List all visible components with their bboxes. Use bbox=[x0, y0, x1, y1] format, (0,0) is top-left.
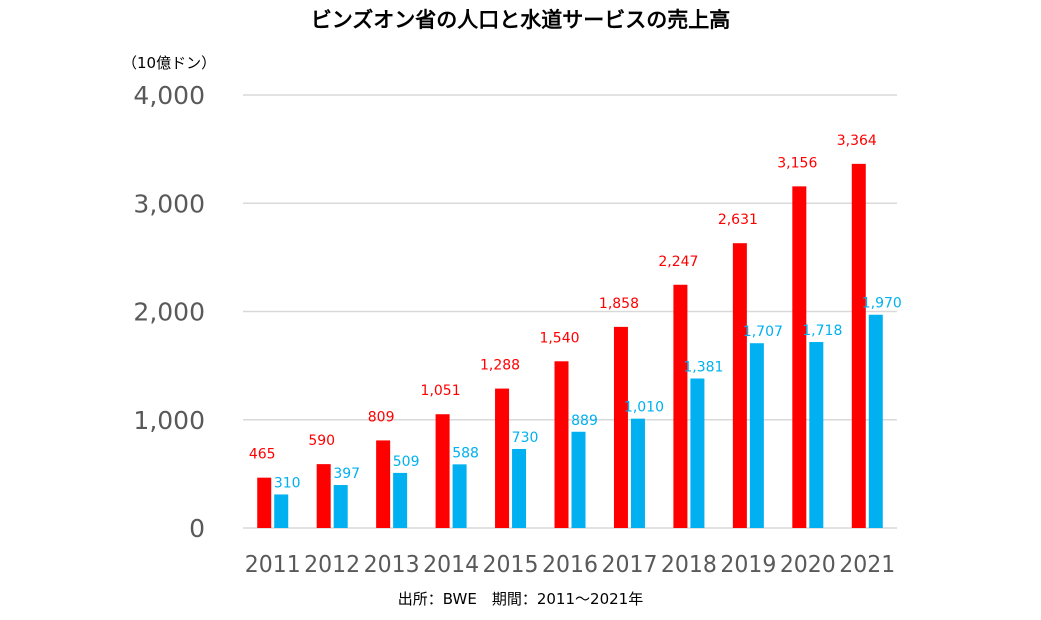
bar bbox=[868, 314, 883, 528]
x-tick-label: 2021 bbox=[839, 552, 895, 578]
data-label: 809 bbox=[368, 409, 395, 425]
bar bbox=[512, 448, 527, 528]
y-tick-label: 1,000 bbox=[133, 406, 205, 435]
x-tick-label: 2011 bbox=[245, 552, 301, 578]
y-tick-label: 2,000 bbox=[133, 298, 205, 327]
bar bbox=[749, 343, 764, 528]
x-tick-label: 2012 bbox=[304, 552, 360, 578]
y-axis-unit-label: （10億ドン） bbox=[122, 54, 217, 72]
data-label: 509 bbox=[393, 454, 420, 470]
data-labels: 465 310 590 397 809 509 1,051 588 1,288 730 1,540 8… bbox=[249, 133, 902, 492]
x-tick-label: 2018 bbox=[661, 552, 717, 578]
data-label: 1,010 bbox=[624, 400, 664, 416]
y-tick-label: 0 bbox=[189, 514, 205, 543]
y-tick-labels: 0 1,000 2,000 3,000 4,000 bbox=[133, 81, 205, 543]
bar bbox=[333, 485, 348, 528]
bar bbox=[851, 163, 866, 529]
bar bbox=[316, 464, 331, 528]
bar bbox=[732, 243, 747, 528]
x-tick-label: 2014 bbox=[423, 552, 479, 578]
data-label: 1,970 bbox=[862, 296, 902, 312]
data-label: 310 bbox=[274, 475, 301, 491]
y-tick-label: 3,000 bbox=[133, 189, 205, 218]
data-label: 3,364 bbox=[837, 133, 877, 149]
bar bbox=[554, 361, 569, 528]
data-label: 1,858 bbox=[599, 296, 639, 312]
data-label: 2,247 bbox=[658, 254, 698, 270]
data-label: 1,381 bbox=[683, 360, 723, 376]
data-label: 2,631 bbox=[718, 212, 758, 228]
data-label: 397 bbox=[333, 466, 360, 482]
x-tick-labels: 2011 2012 2013 2014 2015 2016 2017 2018 2019 2020… bbox=[245, 552, 896, 578]
x-tick-label: 2020 bbox=[780, 552, 836, 578]
data-label: 465 bbox=[249, 447, 276, 463]
data-label: 590 bbox=[308, 433, 335, 449]
data-label: 1,288 bbox=[480, 358, 520, 374]
x-tick-label: 2013 bbox=[364, 552, 420, 578]
bar bbox=[673, 284, 688, 528]
bar bbox=[257, 477, 272, 528]
data-label: 588 bbox=[452, 445, 479, 461]
bar bbox=[452, 464, 467, 528]
data-label: 730 bbox=[512, 430, 539, 446]
gridlines bbox=[243, 94, 897, 529]
bar bbox=[393, 472, 408, 528]
data-label: 3,156 bbox=[777, 155, 817, 171]
bar bbox=[274, 494, 289, 528]
bar bbox=[495, 388, 510, 528]
bar bbox=[690, 378, 705, 528]
data-label: 1,540 bbox=[539, 330, 579, 346]
data-label: 1,718 bbox=[802, 323, 842, 339]
bar bbox=[376, 440, 391, 528]
data-label: 1,051 bbox=[421, 383, 461, 399]
x-tick-label: 2017 bbox=[601, 552, 657, 578]
x-tick-label: 2019 bbox=[720, 552, 776, 578]
x-tick-label: 2016 bbox=[542, 552, 598, 578]
bar bbox=[792, 186, 807, 528]
bar bbox=[630, 418, 645, 528]
bar bbox=[809, 342, 824, 528]
bar bbox=[435, 414, 450, 528]
bar bbox=[613, 326, 628, 528]
chart-title: ビンズオン省の人口と水道サービスの売上高 bbox=[310, 8, 731, 32]
bar bbox=[571, 431, 586, 528]
data-label: 1,707 bbox=[743, 324, 783, 340]
x-tick-label: 2015 bbox=[483, 552, 539, 578]
source-note: 出所：BWE 期間：2011～2021年 bbox=[397, 590, 644, 608]
y-tick-label: 4,000 bbox=[133, 81, 205, 110]
bars bbox=[257, 163, 883, 529]
data-label: 889 bbox=[571, 413, 598, 429]
